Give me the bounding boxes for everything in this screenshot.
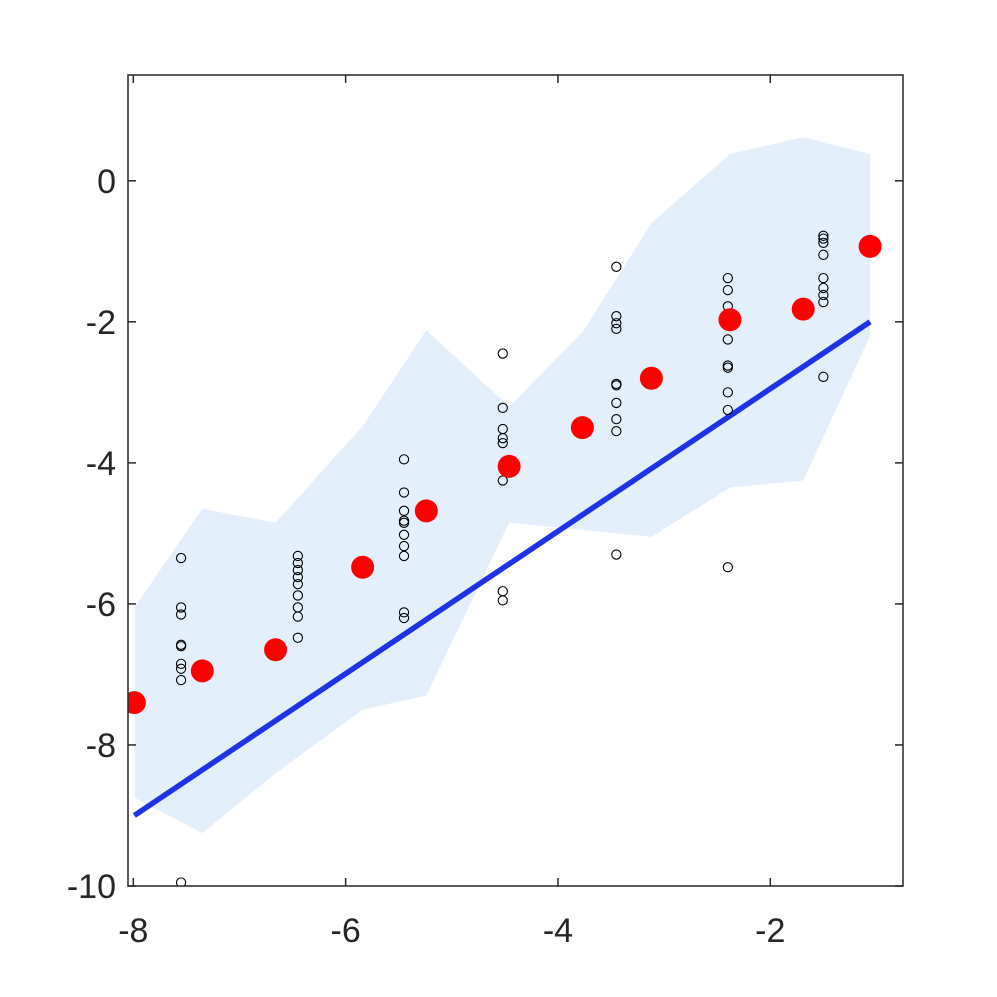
data-point <box>398 517 410 528</box>
data-point <box>398 454 410 465</box>
data-point <box>292 590 304 601</box>
data-point <box>818 233 829 244</box>
data-point <box>398 607 410 618</box>
data-point <box>611 380 622 391</box>
data-point <box>818 296 829 308</box>
x-tick-label: -2 <box>755 912 785 950</box>
data-point <box>722 404 733 416</box>
data-point <box>722 387 733 398</box>
data-point <box>497 348 508 359</box>
data-point <box>818 230 829 241</box>
y-tick-label: -8 <box>86 727 116 765</box>
data-point <box>818 249 829 260</box>
data-point <box>175 552 187 564</box>
data-point <box>175 609 187 620</box>
data-point <box>292 571 304 583</box>
x-tick-label: -8 <box>118 912 148 950</box>
data-point <box>722 272 733 284</box>
mean-point <box>128 691 146 715</box>
data-point <box>175 674 187 686</box>
data-point <box>722 334 733 345</box>
y-tick-label: -10 <box>67 868 116 906</box>
data-point <box>722 362 733 373</box>
data-point <box>818 371 829 382</box>
data-point <box>292 557 304 569</box>
data-point <box>497 586 508 597</box>
data-point <box>497 433 508 444</box>
data-point <box>398 540 410 552</box>
data-point <box>497 402 508 414</box>
mean-point <box>414 499 438 523</box>
mean-point <box>264 638 288 662</box>
data-point <box>497 595 508 606</box>
data-point <box>611 323 622 335</box>
data-point <box>398 487 410 498</box>
axes: -8 -6 -4 -2-10-8-6-4-20 <box>67 74 904 950</box>
x-tick-label: -6 <box>331 912 361 950</box>
data-point <box>292 579 304 590</box>
data-point <box>611 311 622 322</box>
data-point <box>292 564 304 576</box>
data-point <box>611 425 622 437</box>
data-point <box>175 602 187 613</box>
data-point <box>292 611 304 622</box>
fit-line <box>132 319 872 818</box>
data-point <box>398 612 410 624</box>
data-point <box>175 641 187 652</box>
mean-point <box>351 555 375 579</box>
y-tick-label: -2 <box>86 304 116 342</box>
plot-area <box>128 137 882 886</box>
mean-point <box>791 297 815 321</box>
data-point <box>292 632 304 643</box>
data-point <box>611 549 622 560</box>
data-point <box>611 318 622 329</box>
mean-point <box>858 234 882 258</box>
data-point <box>611 261 622 272</box>
y-tick-label: -6 <box>86 586 116 624</box>
data-point <box>175 663 187 674</box>
mean-point <box>190 659 214 683</box>
data-point <box>398 550 410 562</box>
data-point <box>722 562 733 573</box>
data-point <box>175 877 187 886</box>
y-tick-label: 0 <box>97 163 116 201</box>
mean-point <box>718 308 742 332</box>
mean-point <box>497 454 521 478</box>
data-point <box>611 413 622 425</box>
data-point <box>292 550 304 562</box>
data-point <box>818 282 829 294</box>
mean-point <box>570 416 594 440</box>
data-point <box>398 505 410 516</box>
data-point <box>818 237 829 248</box>
data-point <box>722 284 733 296</box>
x-tick-label: -4 <box>543 912 573 950</box>
data-point <box>818 289 829 301</box>
data-point <box>611 397 622 409</box>
mean-point <box>639 366 663 390</box>
axes-frame <box>127 74 904 887</box>
data-point <box>175 658 187 670</box>
data-point <box>497 437 508 449</box>
y-tick-label: -4 <box>86 445 116 483</box>
data-point <box>818 272 829 284</box>
data-point <box>398 529 410 540</box>
